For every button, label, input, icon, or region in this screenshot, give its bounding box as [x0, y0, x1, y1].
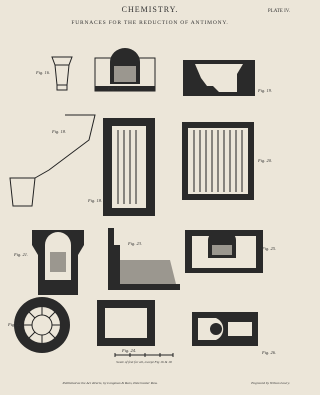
figure-label: Fig. 18. — [51, 129, 66, 134]
figure-label: Fig. 21. — [13, 252, 28, 257]
subtitle: FURNACES FOR THE REDUCTION OF ANTIMONY. — [71, 20, 228, 26]
figure-label: Fig. 22. — [7, 322, 22, 327]
figure-label: Fig. 23. — [127, 241, 142, 246]
figure-label: Fig. 18. — [87, 198, 102, 203]
figure-label: Fig. 20. — [257, 158, 272, 163]
figure-labels: Fig. 16. Fig. 17. Fig. 19. Fig. 18. Fig.… — [7, 70, 276, 355]
figure-label: Fig. 24. — [121, 348, 136, 353]
plate-number: PLATE IV. — [268, 9, 290, 14]
title: CHEMISTRY. — [122, 5, 179, 14]
drawings — [9, 48, 263, 357]
publisher: Published as the Act directs, by Longman… — [61, 381, 157, 386]
figure-label: Fig. 16. — [35, 70, 50, 75]
figure-label: Fig. 17. — [107, 86, 122, 91]
figure-label: Fig. 26. — [261, 350, 276, 355]
engraver: Engraved by Wilson Lowry. — [250, 381, 290, 385]
figure-label: Fig. 19. — [257, 88, 272, 93]
figure-label: Fig. 25. — [261, 246, 276, 251]
scale-caption: Scale of feet for all, except Fig 16 & 1… — [116, 360, 172, 365]
plate: CHEMISTRY. PLATE IV. FURNACES FOR THE RE… — [7, 5, 291, 386]
